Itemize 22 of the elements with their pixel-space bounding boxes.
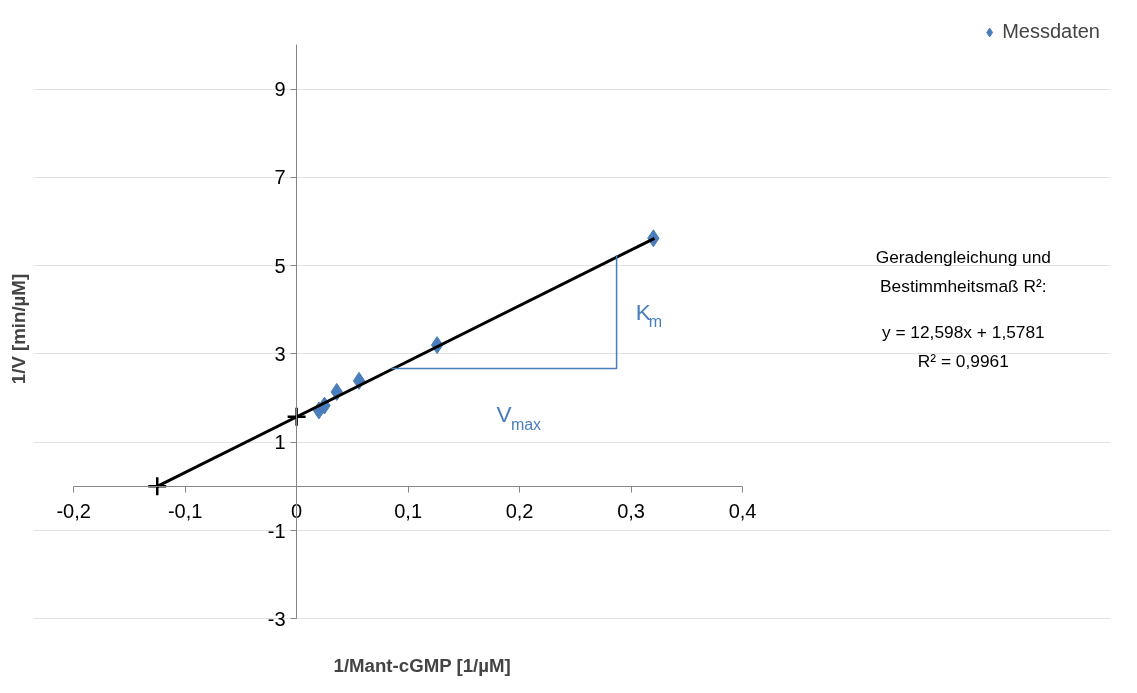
y-tick-label: 9 bbox=[274, 78, 286, 101]
text: Bestimmheitsmaß R²: bbox=[880, 275, 1047, 296]
x-axis-title: 1/Mant-cGMP [1/µM] bbox=[333, 654, 511, 676]
x-tick-label: 0,1 bbox=[394, 500, 423, 523]
text: Geradengleichung und bbox=[875, 247, 1052, 268]
point bbox=[147, 476, 168, 497]
point bbox=[286, 406, 307, 427]
y-tick-label: 1 bbox=[274, 431, 286, 454]
x-tick-label: 0,3 bbox=[617, 500, 645, 523]
y-tick-label: -1 bbox=[267, 519, 286, 542]
x-tick-label: -0,2 bbox=[56, 500, 91, 523]
text: y = 12,598x + 1,5781 bbox=[881, 321, 1045, 342]
legend-label: Messdaten bbox=[1002, 20, 1100, 43]
x-tick-label: 0,2 bbox=[505, 500, 534, 523]
y-tick-label: -3 bbox=[267, 607, 286, 630]
text: R² = 0,9961 bbox=[917, 350, 1009, 371]
y-tick-label: 5 bbox=[274, 254, 286, 277]
y-tick-label: 3 bbox=[274, 342, 286, 365]
y-axis-title: 1/V [min/µM] bbox=[7, 273, 29, 385]
y-tick-label: 7 bbox=[274, 166, 286, 189]
x-tick-label: -0,1 bbox=[167, 500, 203, 523]
x-tick-label: 0,4 bbox=[728, 500, 757, 523]
